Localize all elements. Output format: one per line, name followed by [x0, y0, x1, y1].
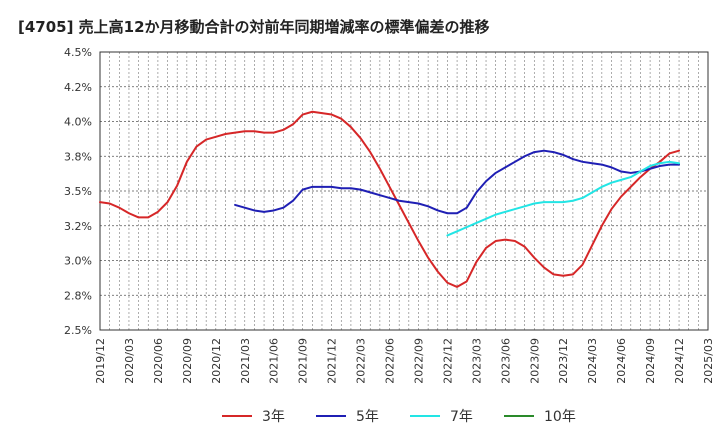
series-line-3年	[99, 110, 681, 288]
x-tick-label: 2020/12	[210, 338, 223, 384]
x-tick-label: 2021/06	[268, 338, 281, 384]
x-tick-label: 2019/12	[94, 338, 107, 384]
legend-swatch	[316, 415, 346, 417]
x-tick-label: 2021/03	[239, 338, 252, 384]
legend-label: 7年	[450, 409, 473, 425]
y-tick-label: 3.5%	[64, 185, 92, 198]
x-tick-label: 2020/06	[152, 338, 165, 384]
x-tick-label: 2022/06	[384, 338, 397, 384]
y-tick-label: 4.5%	[64, 46, 92, 59]
chart-legend: 3年 5年 7年 10年	[0, 404, 720, 428]
x-tick-label: 2021/09	[297, 338, 310, 384]
legend-item: 10年	[504, 404, 576, 428]
legend-swatch	[410, 415, 440, 417]
x-tick-label: 2023/12	[557, 338, 570, 384]
x-tick-label: 2021/12	[326, 338, 339, 384]
y-tick-label: 3.8%	[64, 150, 92, 163]
legend-swatch	[504, 415, 534, 417]
legend-label: 5年	[356, 409, 379, 425]
y-tick-label: 4.0%	[64, 116, 92, 129]
chart-title: [4705] 売上高12か月移動合計の対前年同期増減率の標準偏差の推移	[18, 18, 490, 36]
legend-label: 3年	[262, 409, 285, 425]
x-tick-label: 2022/12	[441, 338, 454, 384]
x-tick-label: 2023/09	[528, 338, 541, 384]
x-tick-label: 2022/09	[412, 338, 425, 384]
x-tick-label: 2024/03	[586, 338, 599, 384]
x-tick-label: 2020/03	[123, 338, 136, 384]
x-tick-label: 2023/06	[499, 338, 512, 384]
x-tick-label: 2022/03	[355, 338, 368, 384]
plot-border	[99, 51, 709, 331]
x-tick-label: 2024/09	[644, 338, 657, 384]
x-tick-label: 2024/06	[615, 338, 628, 384]
y-tick-label: 3.0%	[64, 255, 92, 268]
legend-item: 5年	[316, 404, 379, 428]
legend-item: 7年	[410, 404, 473, 428]
x-tick-label: 2020/09	[181, 338, 194, 384]
legend-swatch	[222, 415, 252, 417]
y-tick-label: 2.5%	[64, 324, 92, 337]
legend-item: 3年	[222, 404, 285, 428]
x-tick-label: 2024/12	[673, 338, 686, 384]
series-line-5年	[234, 149, 681, 215]
legend-label: 10年	[544, 409, 576, 425]
y-tick-label: 3.2%	[64, 220, 92, 233]
x-tick-label: 2023/03	[470, 338, 483, 384]
series-line-7年	[446, 160, 681, 237]
x-tick-label: 2025/03	[702, 338, 715, 384]
y-tick-label: 4.2%	[64, 81, 92, 94]
y-tick-label: 2.8%	[64, 289, 92, 302]
